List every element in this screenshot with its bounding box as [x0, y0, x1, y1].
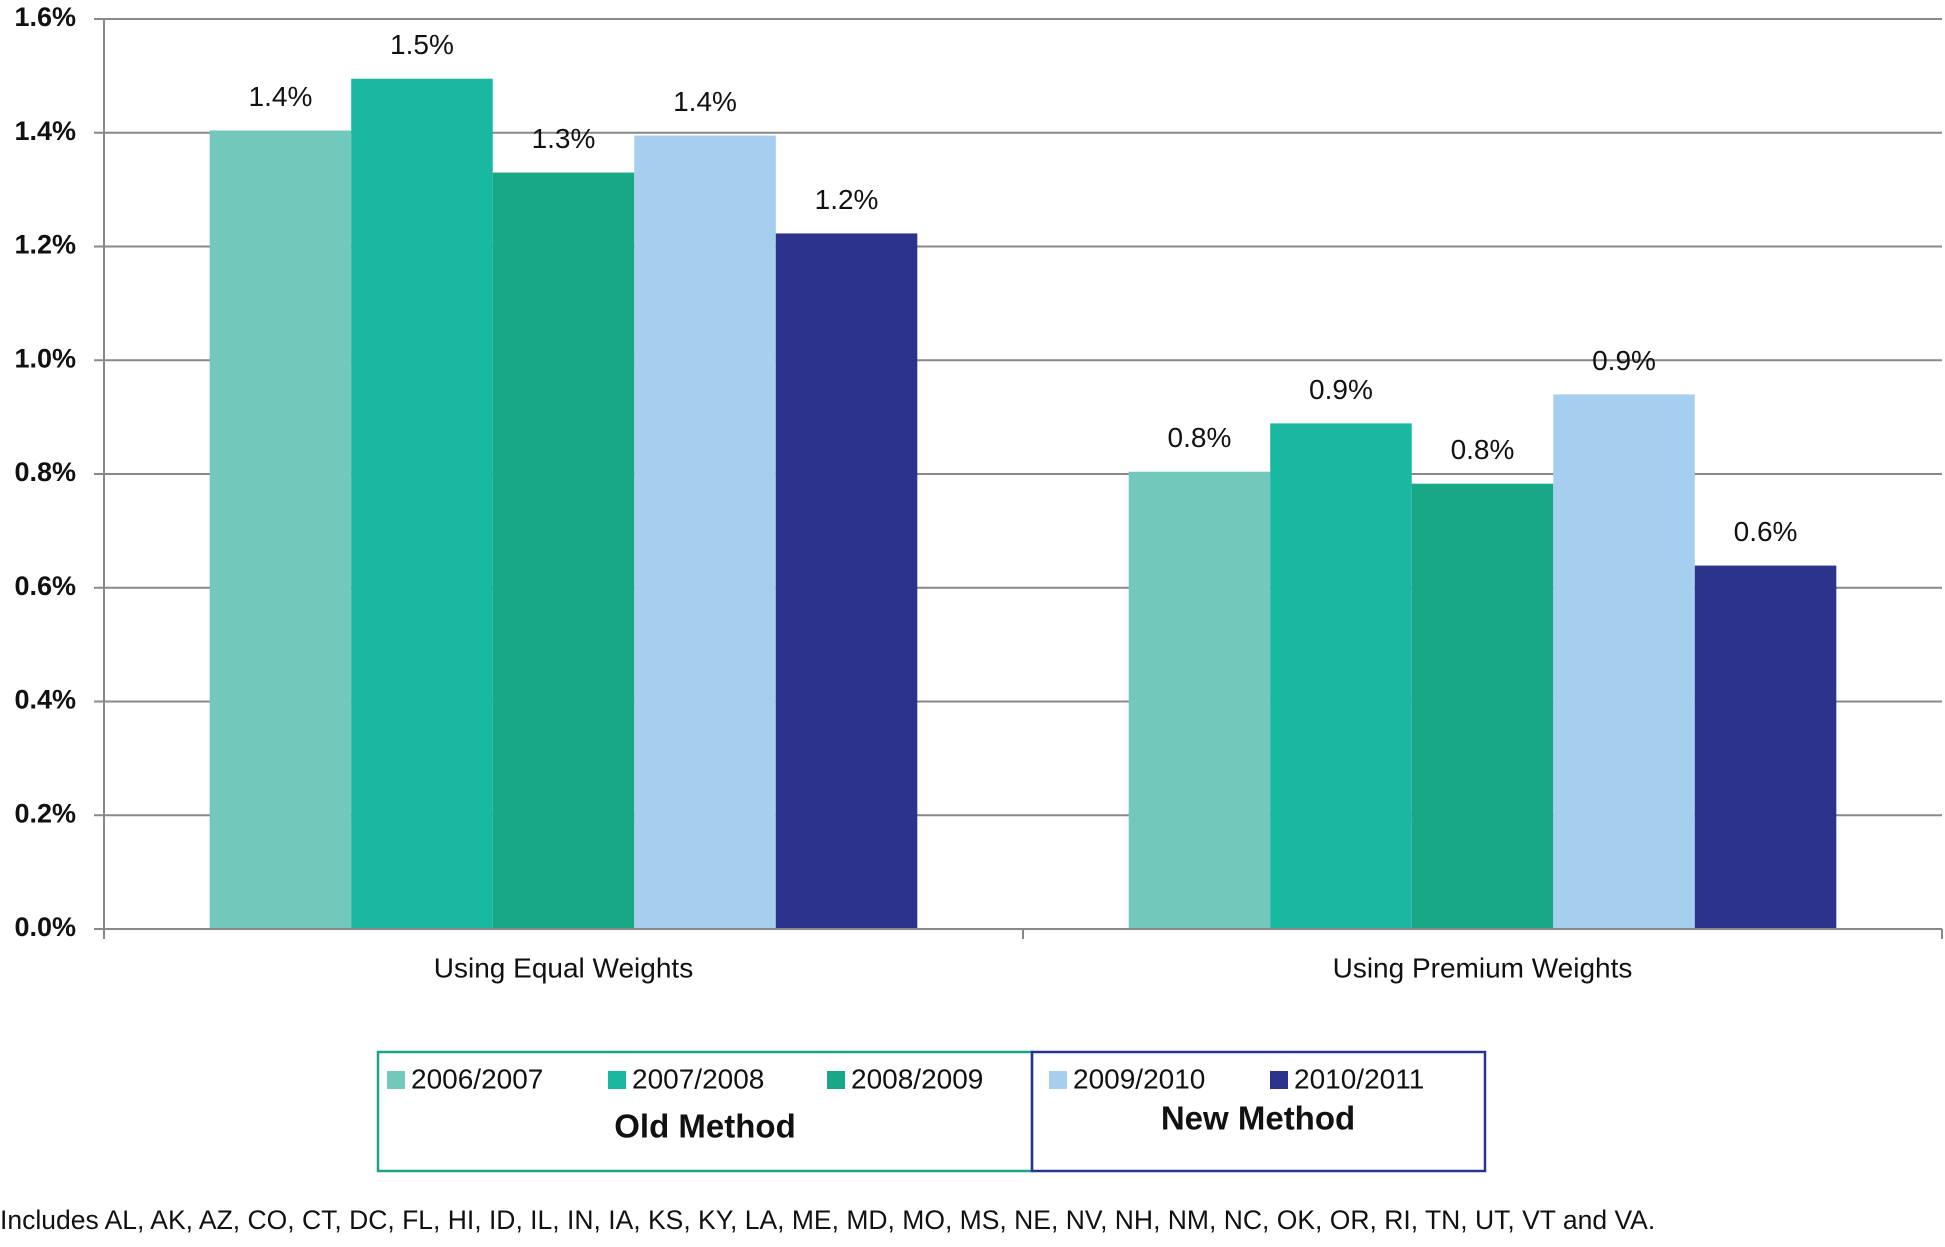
value-label: 0.6%	[1734, 516, 1798, 547]
legend-label: 2008/2009	[851, 1063, 983, 1094]
value-label: 0.8%	[1451, 434, 1515, 465]
legend-swatch	[1049, 1071, 1067, 1089]
footnote: Includes AL, AK, AZ, CO, CT, DC, FL, HI,…	[0, 1205, 1655, 1235]
y-tick-label: 1.4%	[14, 116, 76, 146]
legend-box	[1030, 1050, 1487, 1173]
legend-swatch	[608, 1071, 626, 1089]
bar	[1270, 423, 1412, 929]
x-tick-label: Using Premium Weights	[1333, 952, 1633, 983]
legend-group-title: Old Method	[614, 1108, 795, 1145]
bar	[209, 130, 352, 930]
value-label: 0.9%	[1309, 374, 1373, 405]
value-label: 1.3%	[532, 123, 596, 154]
legend-label: 2009/2010	[1073, 1063, 1205, 1094]
bar	[1128, 471, 1271, 929]
value-label: 0.9%	[1592, 345, 1656, 376]
legend-label: 2010/2011	[1294, 1063, 1424, 1094]
bar	[1411, 483, 1554, 929]
y-tick-label: 0.6%	[14, 571, 76, 601]
y-tick-label: 0.4%	[14, 685, 76, 715]
y-tick-label: 1.6%	[14, 2, 76, 32]
value-label: 1.4%	[673, 86, 737, 117]
y-tick-label: 1.0%	[14, 343, 76, 373]
legend-label: 2007/2008	[632, 1063, 764, 1094]
bar	[1553, 394, 1695, 929]
y-tick-label: 0.8%	[14, 457, 76, 487]
legend-label: 2006/2007	[411, 1063, 543, 1094]
bar	[634, 135, 776, 929]
bar	[775, 233, 918, 929]
legend-swatch	[387, 1071, 405, 1089]
y-tick-label: 1.2%	[14, 230, 76, 260]
value-label: 1.2%	[815, 184, 879, 215]
bar	[1694, 565, 1837, 929]
value-label: 0.8%	[1168, 422, 1232, 453]
y-tick-label: 0.2%	[14, 798, 76, 828]
value-label: 1.4%	[249, 81, 313, 112]
legend-swatch	[1270, 1071, 1288, 1089]
legend-group-title: New Method	[1161, 1100, 1355, 1137]
y-tick-label: 0.0%	[14, 912, 76, 942]
bar	[492, 172, 635, 929]
legend-swatch	[827, 1071, 845, 1089]
bar	[351, 78, 493, 929]
value-label: 1.5%	[390, 29, 454, 60]
x-tick-label: Using Equal Weights	[434, 952, 693, 983]
